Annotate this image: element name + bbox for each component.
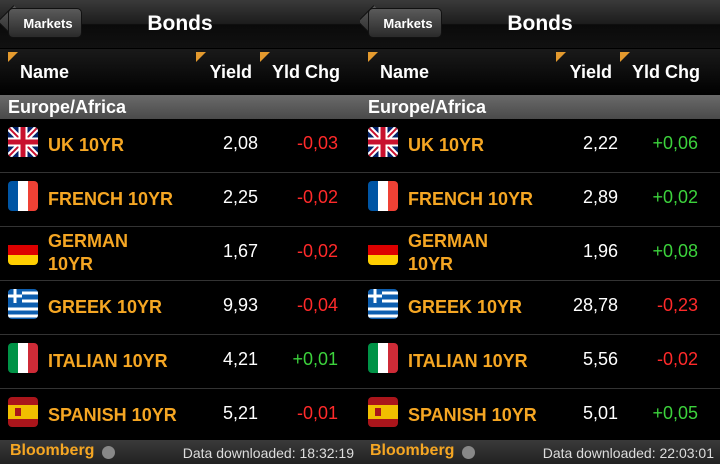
yield-value: 1,96 <box>582 241 618 261</box>
back-button[interactable]: Markets <box>368 8 442 38</box>
bond-row[interactable] <box>0 281 360 335</box>
bond-row[interactable] <box>0 335 360 389</box>
flag-icon <box>368 289 398 319</box>
flag-icon <box>8 397 38 427</box>
yield-change: -0,04 <box>296 295 338 315</box>
yield-change: -0,03 <box>296 133 338 153</box>
bond-name: GREEK 10YR <box>408 296 523 317</box>
yield-change: +0,05 <box>652 403 698 423</box>
section-header: Europe/Africa <box>360 95 720 119</box>
flag-icon <box>368 127 398 157</box>
yield-value: 2,22 <box>582 133 618 153</box>
bond-name: UK 10YR <box>48 134 125 155</box>
yield-change: -0,01 <box>296 403 338 423</box>
yield-value: 2,89 <box>582 187 618 207</box>
bond-name: ITALIAN 10YR <box>408 350 528 371</box>
column-header <box>0 49 360 95</box>
yield-value: 4,21 <box>222 349 258 369</box>
sort-indicator <box>8 52 18 62</box>
bond-row[interactable] <box>360 335 720 389</box>
flag-icon <box>368 181 398 211</box>
bond-row[interactable] <box>360 227 720 281</box>
flag-icon <box>8 181 38 211</box>
yield-change: +0,01 <box>292 349 338 369</box>
yield-value: 5,01 <box>582 403 618 423</box>
yield-change: -0,02 <box>296 241 338 261</box>
yield-value: 2,08 <box>222 133 258 153</box>
yield-value: 2,25 <box>222 187 258 207</box>
download-status: Data downloaded: 18:32:19 <box>182 445 354 461</box>
brand-label: Bloomberg <box>370 442 455 459</box>
column-label[interactable]: Yld Chg <box>272 62 340 82</box>
flag-icon <box>368 397 398 427</box>
sort-indicator <box>368 52 378 62</box>
bond-name: SPANISH 10YR <box>48 404 177 425</box>
back-button[interactable]: Markets <box>8 8 82 38</box>
bond-name: GREEK 10YR <box>48 296 163 317</box>
nav-title: Bonds <box>147 12 213 35</box>
flag-icon <box>368 235 398 265</box>
bond-row[interactable] <box>0 173 360 227</box>
bond-row[interactable] <box>0 119 360 173</box>
bond-row[interactable] <box>0 227 360 281</box>
yield-change: +0,02 <box>652 187 698 207</box>
footer-bar <box>0 440 360 464</box>
column-label[interactable]: Yield <box>209 62 252 82</box>
yield-change: -0,23 <box>656 295 698 315</box>
flag-icon <box>8 235 38 265</box>
panel: Markets Bonds Name Yield Yld Chg Europe/Afric… <box>0 0 360 464</box>
bond-name: ITALIAN 10YR <box>48 350 168 371</box>
footer-bar <box>360 440 720 464</box>
section-header: Europe/Africa <box>0 95 360 119</box>
bond-name: GERMAN 10YR <box>48 231 128 274</box>
column-label[interactable]: Yield <box>569 62 612 82</box>
yield-change: -0,02 <box>656 349 698 369</box>
yield-change: +0,06 <box>652 133 698 153</box>
bond-name: SPANISH 10YR <box>408 404 537 425</box>
flag-icon <box>8 289 38 319</box>
bond-row[interactable] <box>360 173 720 227</box>
yield-change: +0,08 <box>652 241 698 261</box>
column-header <box>360 49 720 95</box>
bond-name: GERMAN 10YR <box>408 231 488 274</box>
column-label[interactable]: Yld Chg <box>632 62 700 82</box>
bond-row[interactable] <box>360 119 720 173</box>
flag-icon <box>8 343 38 373</box>
download-status: Data downloaded: 22:03:01 <box>542 445 714 461</box>
flag-icon <box>8 127 38 157</box>
bond-row[interactable] <box>360 281 720 335</box>
column-label[interactable]: Name <box>380 62 430 82</box>
brand-label: Bloomberg <box>10 442 95 459</box>
yield-change: -0,02 <box>296 187 338 207</box>
info-button[interactable] <box>462 446 475 459</box>
sort-indicator <box>196 52 206 62</box>
yield-value: 5,56 <box>582 349 618 369</box>
bond-name: FRENCH 10YR <box>48 188 174 209</box>
yield-value: 28,78 <box>572 295 618 315</box>
bond-name: UK 10YR <box>408 134 485 155</box>
yield-value: 5,21 <box>222 403 258 423</box>
flag-icon <box>368 343 398 373</box>
sort-indicator <box>556 52 566 62</box>
yield-value: 9,93 <box>222 295 258 315</box>
yield-value: 1,67 <box>222 241 258 261</box>
panel: Markets Bonds Name Yield Yld Chg Europe/Afric… <box>360 0 720 464</box>
sort-indicator <box>620 52 630 62</box>
nav-title: Bonds <box>507 12 573 35</box>
bond-name: FRENCH 10YR <box>408 188 534 209</box>
sort-indicator <box>260 52 270 62</box>
info-button[interactable] <box>102 446 115 459</box>
column-label[interactable]: Name <box>20 62 70 82</box>
